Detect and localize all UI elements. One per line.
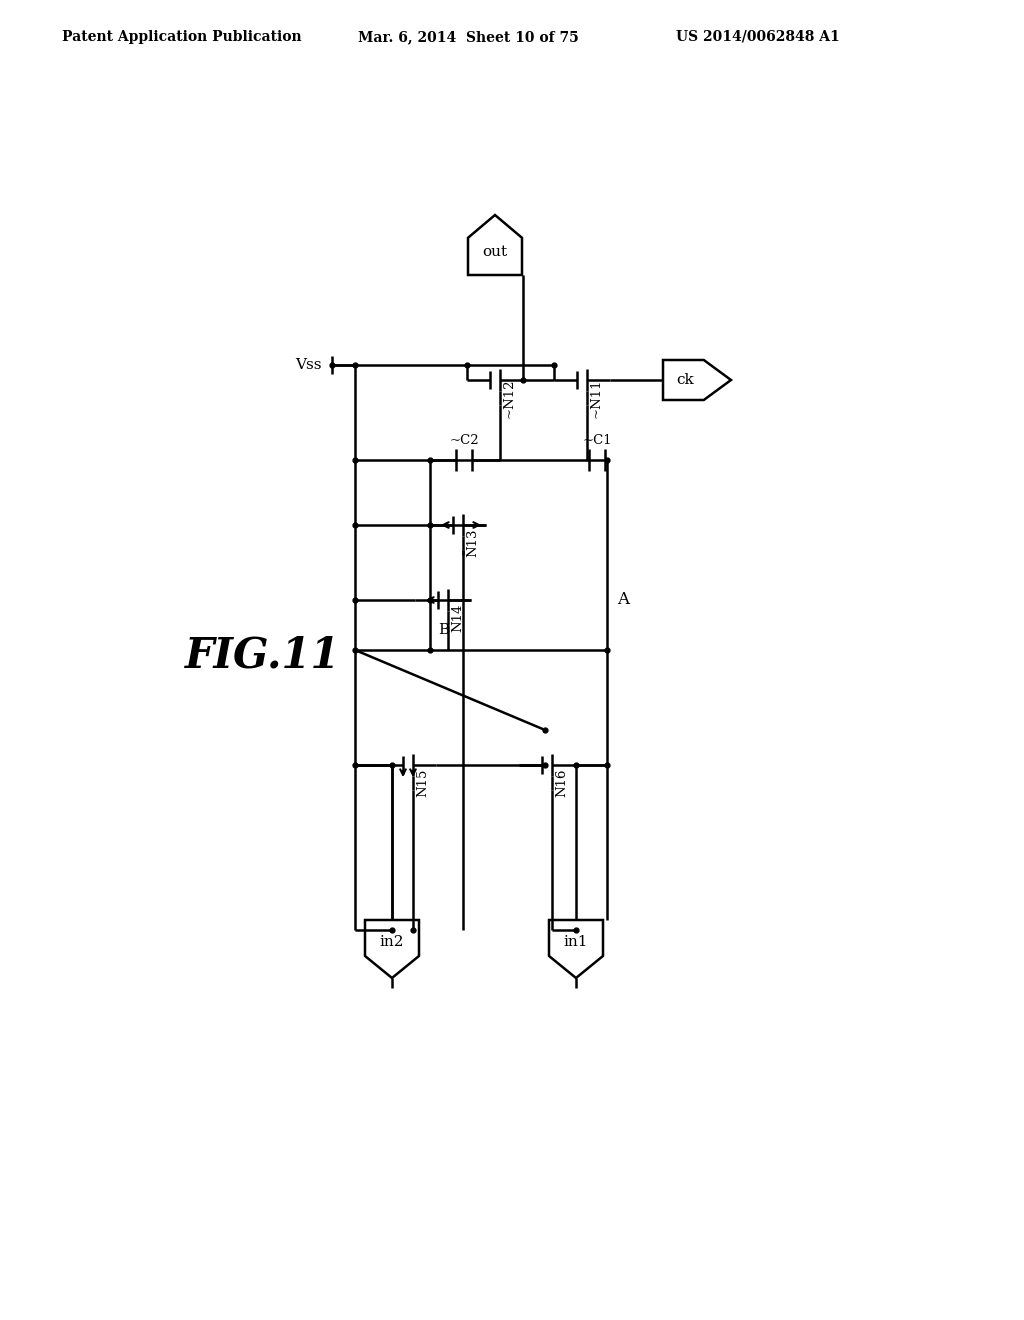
Text: A: A	[617, 591, 629, 609]
Text: ~C1: ~C1	[583, 434, 611, 447]
Text: US 2014/0062848 A1: US 2014/0062848 A1	[676, 30, 840, 44]
Text: Mar. 6, 2014  Sheet 10 of 75: Mar. 6, 2014 Sheet 10 of 75	[358, 30, 579, 44]
Text: ~N12: ~N12	[503, 378, 516, 417]
Text: ck: ck	[676, 374, 693, 387]
Text: ~C2: ~C2	[450, 434, 479, 447]
Text: Vss: Vss	[296, 358, 322, 372]
Text: N16: N16	[555, 768, 568, 797]
Text: N14: N14	[451, 603, 464, 632]
Text: in2: in2	[380, 935, 404, 949]
Text: N15: N15	[416, 768, 429, 797]
Text: FIG.11: FIG.11	[185, 634, 341, 676]
Text: ~N11: ~N11	[590, 378, 603, 417]
Text: B: B	[438, 623, 450, 638]
Text: Patent Application Publication: Patent Application Publication	[62, 30, 302, 44]
Text: out: out	[482, 246, 508, 259]
Text: N13: N13	[466, 528, 479, 557]
Text: in1: in1	[564, 935, 588, 949]
